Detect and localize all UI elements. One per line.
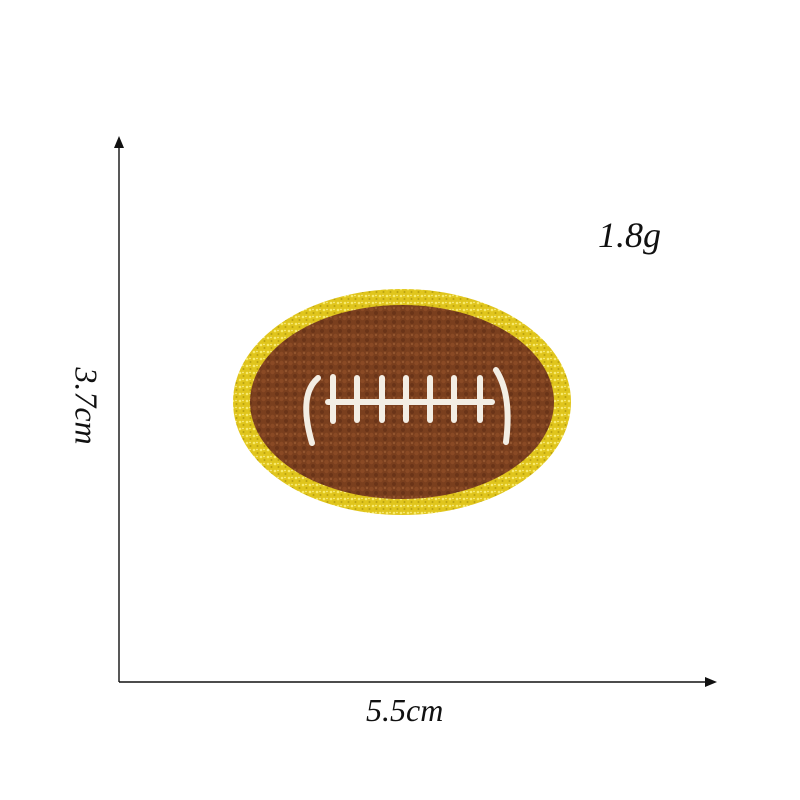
horizontal-axis-arrowhead	[705, 677, 717, 687]
weight-label: 1.8g	[598, 215, 661, 255]
height-label: 3.7cm	[68, 367, 105, 445]
ball-laces	[303, 367, 511, 446]
vertical-axis-arrowhead	[114, 136, 124, 148]
width-label: 5.5cm	[366, 692, 444, 728]
